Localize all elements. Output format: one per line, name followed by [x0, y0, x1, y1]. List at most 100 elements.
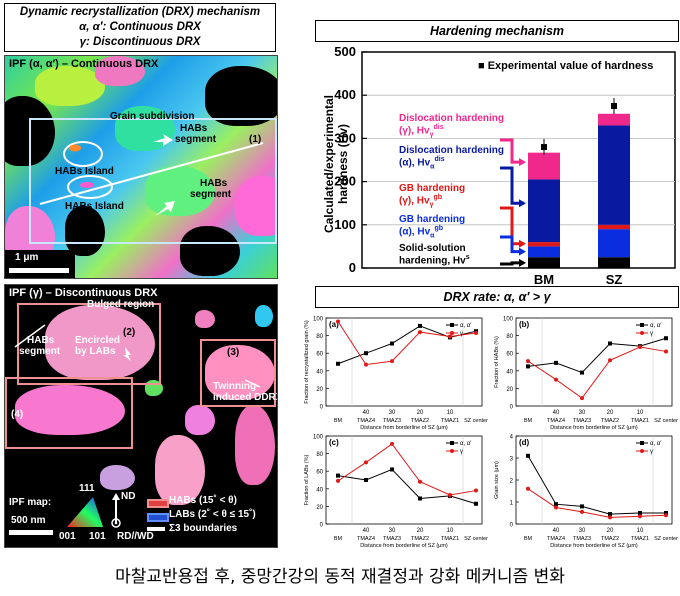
drx-mechanism-title: Dynamic recrystallization (DRX) mechanis…: [4, 3, 276, 52]
drx-category-label: TMAZ4: [357, 418, 375, 424]
drx-point-gamma: [664, 349, 668, 354]
drx-ytick-label: 100: [313, 435, 324, 441]
drx-ytick-label: 20: [316, 387, 323, 393]
drx-xtick-label: 10: [637, 410, 644, 416]
label-gb-alpha-1: GB hardening: [399, 214, 466, 225]
hardening-bar-segment: [598, 229, 630, 258]
hardening-arrow: [500, 138, 524, 164]
drx-ytick-label: 60: [316, 352, 323, 358]
drx-xtick-label: 20: [417, 410, 424, 416]
hardening-chart-svg: 0 100 200 300 400 500 BM SZ: [334, 44, 676, 287]
drx-ytick-label: 80: [506, 334, 513, 340]
hardening-bar-segment: [528, 246, 560, 258]
drx-legend-label: γ: [460, 449, 463, 455]
hardening-arrow: [500, 235, 524, 254]
twinning-label-b: induced DDRX: [213, 392, 278, 403]
drx-ytick-label: 0: [320, 523, 324, 529]
label-ss-sup: s: [465, 254, 470, 261]
drx-point-alpha: [554, 502, 558, 507]
drx-legend-marker: [450, 441, 454, 445]
drx-legend-marker: [640, 323, 644, 327]
hardening-arrowhead: [519, 247, 526, 256]
drx-point-alpha: [526, 364, 530, 369]
ipf-alpha-map: IPF (α, α′) – Continuous DRX Grain subdi…: [4, 55, 278, 279]
drx-category-label: TMAZ1: [441, 536, 459, 542]
legend-habs: HABs (15˚ < θ): [169, 495, 237, 506]
drx-point-gamma: [448, 492, 452, 497]
ipf-alpha-title: IPF (α, α′) – Continuous DRX: [9, 58, 159, 70]
drx-xtick-label: 10: [637, 528, 644, 534]
drx-legend-marker: [450, 449, 454, 453]
grain-subdivision-label: Grain subdivision: [110, 111, 195, 122]
drx-ytick-label: 40: [316, 369, 323, 375]
drx-xtick-label: 30: [389, 410, 396, 416]
drx-category-label: TMAZ4: [357, 536, 375, 542]
drx-ytick-label: 60: [316, 470, 323, 476]
drx-category-label: TMAZ2: [411, 536, 429, 542]
drx-category-label: TMAZ3: [383, 418, 401, 424]
hardening-legend: ■ Experimental value of hardness: [478, 60, 654, 72]
habs-segment-label-b: segment: [175, 134, 217, 145]
hardening-category-label: BM: [534, 272, 554, 287]
drx-legend-label: α, α′: [650, 441, 662, 447]
drx-series-line: [527, 337, 667, 374]
label-gb-alpha-2: (α), Hv: [399, 226, 431, 238]
drx-series-line: [337, 325, 477, 365]
drx-xtick-label: 30: [579, 528, 586, 534]
drx-title-line2: α, α′: Continuous DRX: [79, 21, 201, 33]
label-disl-alpha-1: Dislocation hardening: [399, 145, 505, 156]
ipf-gamma-map: IPF (γ) – Discontinuous DRX Bulged regio…: [4, 284, 278, 548]
drx-point-alpha: [418, 496, 422, 501]
drx-panel-b: 0 20 40 60 80 100 (b) Fraction of HABs (%) 40 30 2…: [490, 310, 680, 447]
habs-segment-label-a: HABs: [180, 123, 208, 134]
hardening-bar-segment: [598, 125, 630, 225]
hardening-bar-segment: [598, 113, 630, 126]
drx-category-label: SZ center: [654, 536, 678, 542]
label-ss-1: Solid-solution: [399, 243, 466, 254]
scale-bar-1um: [9, 268, 69, 273]
hardening-ytick-label: 0: [349, 260, 356, 275]
drx-point-gamma: [474, 330, 478, 335]
label-gb-alpha-sup: gb: [434, 225, 444, 232]
hardening-bar-segment: [528, 242, 560, 247]
drx-title-line3: γ: Discontinuous DRX: [79, 36, 201, 48]
drx-point-gamma: [418, 479, 422, 484]
legend-111: 111: [79, 483, 95, 494]
drx-legend-marker: [640, 449, 644, 453]
label-disl-gamma-sub: γ: [429, 131, 434, 139]
drx-point-alpha: [580, 370, 584, 375]
label-disl-gamma-1: Dislocation hardening: [399, 113, 505, 124]
drx-point-alpha: [336, 361, 340, 366]
drx-ylabel: Fraction of recrystallized grain (%): [304, 320, 310, 404]
legend-101: 101: [89, 531, 106, 542]
label-disl-gamma-sup: dis: [433, 124, 444, 131]
hardening-ylabel-line1: Calculated/experimental: [322, 94, 336, 234]
drx-category-label: TMAZ2: [601, 536, 619, 542]
drx-category-label: TMAZ4: [547, 536, 565, 542]
drx-category-label: SZ center: [654, 418, 678, 424]
label-gb-gamma-1: GB hardening: [399, 183, 466, 194]
legend-001: 001: [59, 531, 76, 542]
drx-ytick-label: 3: [510, 457, 514, 463]
hardening-bar-segment: [598, 224, 630, 230]
label-disl-gamma: Dislocation hardening (γ), Hvγdis: [399, 113, 504, 138]
drx-series-line: [337, 443, 477, 496]
drx-xlabel: Distance from borderline of SZ (μm): [360, 425, 448, 431]
drx-panel-label: (b): [519, 320, 530, 329]
legend-labs: LABs (2˚ < θ ≤ 15˚): [169, 509, 256, 520]
habs-label-gamma-b: segment: [19, 346, 61, 357]
drx-legend-label: γ: [460, 331, 463, 337]
drx-legend-label: γ: [650, 331, 653, 337]
drx-panel-a: 0 20 40 60 80 100 (a) Fraction of recrystallize…: [300, 310, 490, 447]
label-gb-gamma: GB hardening (γ), Hvγgb: [399, 183, 465, 208]
hardening-arrow: [500, 261, 524, 266]
scale-500nm: 500 nm: [11, 515, 46, 526]
drx-point-gamma: [554, 505, 558, 510]
habs-label-gamma-a: HABs: [27, 335, 55, 346]
habs-segment2-label-b: segment: [190, 189, 232, 200]
drx-point-gamma: [526, 359, 530, 364]
hardening-legend-text: Experimental value of hardness: [487, 60, 654, 72]
drx-xtick-label: 20: [607, 410, 614, 416]
scale-bar-500nm: [9, 530, 53, 535]
drx-point-gamma: [638, 514, 642, 519]
